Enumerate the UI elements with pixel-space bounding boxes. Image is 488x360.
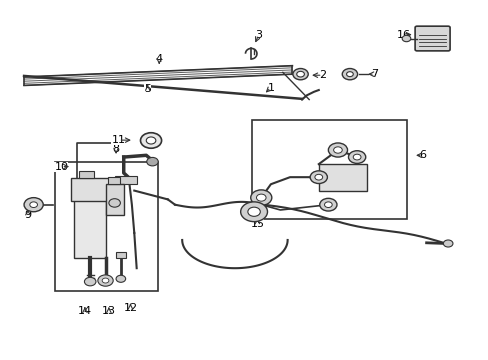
Text: 3: 3 xyxy=(255,30,262,40)
Circle shape xyxy=(247,207,260,216)
Circle shape xyxy=(328,143,347,157)
Circle shape xyxy=(146,137,156,144)
Circle shape xyxy=(292,68,307,80)
Text: 16: 16 xyxy=(396,30,410,40)
Circle shape xyxy=(401,35,410,42)
Circle shape xyxy=(324,202,331,207)
Circle shape xyxy=(346,72,352,77)
Circle shape xyxy=(314,174,322,180)
Circle shape xyxy=(30,202,38,207)
Circle shape xyxy=(333,147,342,153)
Text: 4: 4 xyxy=(155,54,163,64)
Text: 15: 15 xyxy=(250,219,264,229)
Text: 8: 8 xyxy=(112,144,120,154)
Text: 12: 12 xyxy=(123,303,137,313)
Circle shape xyxy=(109,199,120,207)
Text: 14: 14 xyxy=(78,306,92,316)
Circle shape xyxy=(342,68,357,80)
Text: 7: 7 xyxy=(370,69,378,79)
Text: 10: 10 xyxy=(54,162,68,172)
Circle shape xyxy=(140,133,161,148)
Bar xyxy=(116,252,125,258)
Text: 1: 1 xyxy=(267,82,274,93)
Text: 2: 2 xyxy=(318,70,325,80)
Circle shape xyxy=(309,171,327,184)
Circle shape xyxy=(319,198,336,211)
Circle shape xyxy=(84,277,96,286)
Circle shape xyxy=(296,71,304,77)
Text: 11: 11 xyxy=(111,135,125,145)
Bar xyxy=(115,176,137,184)
Circle shape xyxy=(98,275,113,286)
Circle shape xyxy=(352,154,360,160)
Circle shape xyxy=(146,157,158,166)
Circle shape xyxy=(256,194,265,201)
Bar xyxy=(79,171,93,178)
Bar xyxy=(251,120,407,219)
Circle shape xyxy=(443,240,452,247)
Text: 13: 13 xyxy=(102,306,116,316)
Circle shape xyxy=(24,198,43,212)
Circle shape xyxy=(250,190,271,206)
Bar xyxy=(105,184,123,215)
Bar xyxy=(55,162,158,291)
Circle shape xyxy=(348,151,365,163)
Text: 5: 5 xyxy=(144,84,151,94)
Text: 9: 9 xyxy=(24,210,31,220)
Bar xyxy=(318,164,366,190)
Circle shape xyxy=(116,275,125,282)
Circle shape xyxy=(240,202,267,222)
Bar xyxy=(74,180,105,258)
Circle shape xyxy=(102,278,109,283)
Bar xyxy=(108,177,120,184)
FancyBboxPatch shape xyxy=(414,26,449,51)
Text: 6: 6 xyxy=(418,150,426,160)
Bar xyxy=(70,178,110,201)
